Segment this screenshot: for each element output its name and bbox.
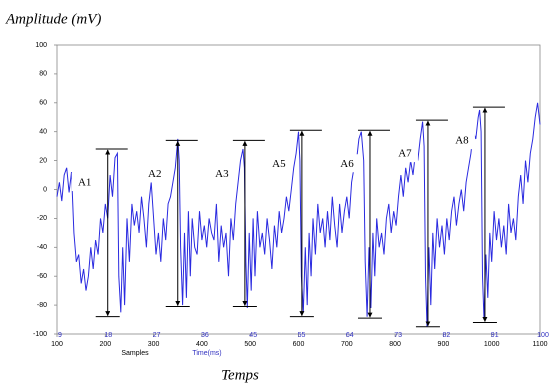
x-tick-label: 1100	[532, 341, 547, 348]
x-tick-label: 300	[148, 341, 160, 348]
sample-tick-label: 91	[491, 332, 499, 339]
x-tick-label: 800	[389, 341, 401, 348]
annotation-box	[391, 144, 418, 163]
y-tick-label: -100	[33, 331, 47, 338]
y-tick-label: 80	[39, 71, 47, 78]
samples-label: Samples	[121, 350, 149, 357]
annotation-box	[333, 154, 360, 173]
x-tick-label: 600	[293, 341, 305, 348]
annotation-label: A1	[78, 177, 91, 189]
annotation-box	[208, 164, 235, 183]
y-tick-label: -80	[37, 302, 47, 309]
sample-tick-label: 9	[58, 332, 62, 339]
annotation-label: A7	[398, 148, 412, 160]
annotation-box	[141, 164, 168, 183]
sample-tick-label: 73	[394, 332, 402, 339]
y-tick-label: 60	[39, 100, 47, 107]
x-tick-label: 1000	[484, 341, 500, 348]
annotation-label: A2	[148, 168, 161, 180]
x-tick-label: 200	[99, 341, 111, 348]
y-tick-label: 40	[39, 129, 47, 136]
x-tick-label: 100	[51, 341, 63, 348]
annotation-label: A5	[272, 158, 286, 170]
y-tick-label: 0	[43, 186, 47, 193]
sample-tick-label: 36	[201, 332, 209, 339]
sample-tick-label: 27	[153, 332, 161, 339]
x-tick-label: 900	[438, 341, 450, 348]
sample-tick-label: 100	[537, 332, 549, 339]
x-tick-label: 500	[244, 341, 256, 348]
y-tick-label: -40	[37, 244, 47, 251]
y-tick-label: -60	[37, 273, 47, 280]
y-tick-label: -20	[37, 215, 47, 222]
x-axis-title: Temps	[221, 367, 259, 383]
chart-title: Amplitude (mV)	[5, 11, 101, 27]
sample-tick-label: 64	[346, 332, 354, 339]
time-label: Time(ms)	[192, 350, 221, 357]
annotation-box	[71, 173, 98, 192]
plot-frame	[56, 44, 541, 335]
sample-tick-label: 45	[249, 332, 257, 339]
annotation-label: A3	[215, 168, 229, 180]
y-tick-label: 100	[35, 42, 47, 49]
sample-tick-label: 82	[443, 332, 451, 339]
annotation-box	[265, 154, 292, 173]
x-tick-label: 700	[341, 341, 353, 348]
sample-tick-label: 18	[104, 332, 112, 339]
y-tick-label: 20	[39, 157, 47, 164]
annotation-box	[448, 131, 475, 150]
annotation-label: A8	[455, 135, 469, 147]
x-tick-label: 400	[196, 341, 208, 348]
annotation-label: A6	[340, 158, 354, 170]
sample-tick-label: 55	[298, 332, 306, 339]
